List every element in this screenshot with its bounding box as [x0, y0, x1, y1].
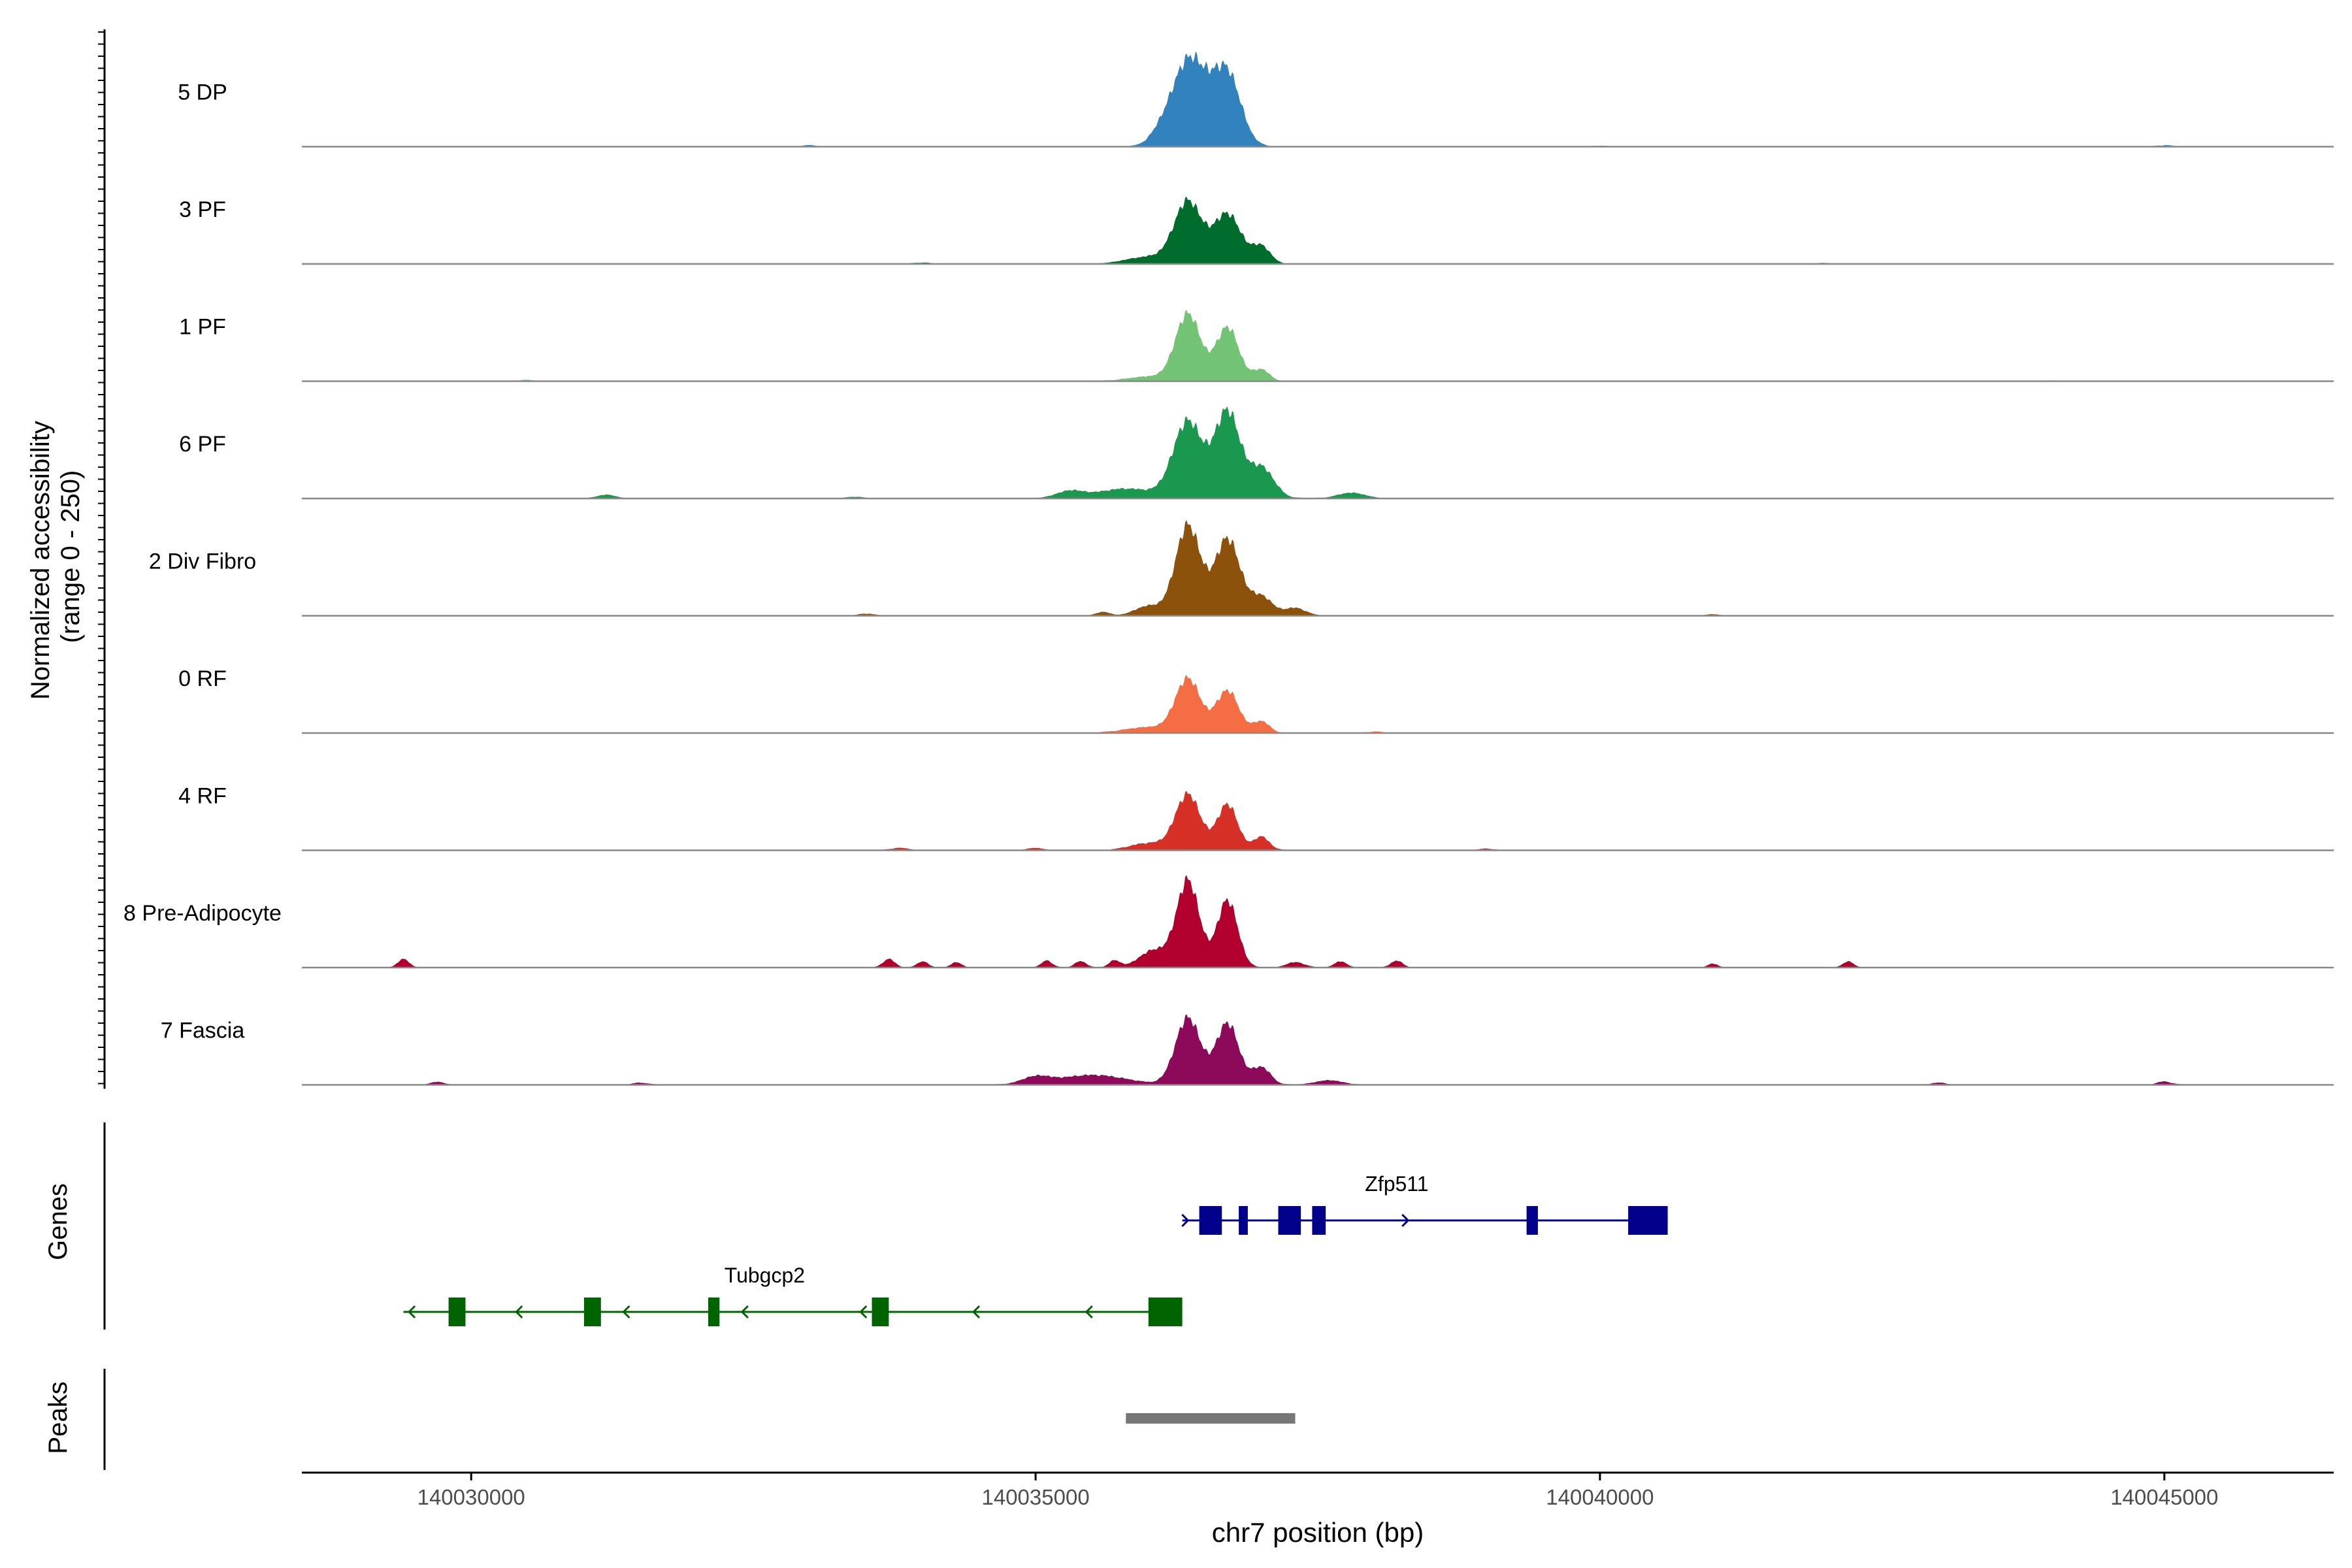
coverage-track-6 — [302, 791, 2334, 851]
track-label-5: 0 RF — [178, 666, 227, 691]
track-label-7: 8 Pre-Adipocyte — [123, 901, 282, 926]
coverage-track-2 — [302, 310, 2334, 382]
coverage-track-0 — [302, 51, 2334, 148]
x-tick-label-3: 140045000 — [2110, 1485, 2218, 1509]
coverage-track-4 — [302, 520, 2334, 617]
gene-exon-1-1 — [583, 1298, 601, 1326]
coverage-area-5 — [302, 675, 2334, 733]
gene-exon-0-3 — [1312, 1206, 1326, 1235]
x-tick-label-1: 140035000 — [982, 1485, 1090, 1509]
gene-exon-1-0 — [448, 1298, 466, 1326]
gene-strand-arrow-0-1 — [1401, 1213, 1410, 1228]
track-label-1: 3 PF — [179, 197, 226, 222]
y-axis-label-line1: Normalized accessibility — [26, 421, 55, 700]
gene-exon-0-0 — [1199, 1206, 1222, 1235]
coverage-area-0 — [302, 51, 2334, 147]
peak-track — [1126, 1413, 1296, 1424]
gene-strand-arrow-1-6 — [1085, 1305, 1093, 1319]
coverage-tracks — [302, 51, 2334, 1086]
gene-exon-0-4 — [1526, 1206, 1538, 1235]
gene-exon-1-2 — [708, 1298, 720, 1326]
coverage-area-4 — [302, 520, 2334, 616]
gene-exon-0-2 — [1278, 1206, 1301, 1235]
track-label-6: 4 RF — [178, 784, 227, 809]
gene-exon-1-3 — [872, 1298, 889, 1326]
gene-1: Tubgcp2 — [403, 1264, 1183, 1326]
y-axis-label-line2: (range 0 - 250) — [56, 470, 85, 644]
track-label-0: 5 DP — [178, 80, 227, 105]
genes-track-label: Genes — [44, 1183, 73, 1260]
gene-0: Zfp511 — [1181, 1172, 1668, 1235]
coverage-track-8 — [302, 1014, 2334, 1086]
x-axis-label: chr7 position (bp) — [1212, 1517, 1424, 1548]
track-labels: 5 DP 3 PF 1 PF 6 PF 2 Div Fibro 0 RF 4 RF 8 Pre… — [123, 80, 282, 1043]
gene-strand-arrow-1-0 — [408, 1305, 416, 1319]
gene-strand-arrow-1-2 — [622, 1305, 630, 1319]
gene-strand-arrow-1-3 — [740, 1305, 749, 1319]
track-label-2: 1 PF — [179, 315, 226, 340]
coverage-area-3 — [302, 406, 2334, 498]
coverage-area-7 — [302, 875, 2334, 968]
peaks-track-label: Peaks — [44, 1381, 73, 1454]
track-label-4: 2 Div Fibro — [149, 549, 256, 574]
gene-name-1: Tubgcp2 — [725, 1264, 805, 1287]
coverage-track-7 — [302, 875, 2334, 969]
x-tick-label-2: 140040000 — [1546, 1485, 1654, 1509]
coverage-track-5 — [302, 675, 2334, 734]
x-tick-label-0: 140030000 — [417, 1485, 525, 1509]
coverage-track-1 — [302, 197, 2334, 265]
gene-exon-0-5 — [1628, 1206, 1668, 1235]
gene-name-0: Zfp511 — [1365, 1172, 1428, 1196]
gene-strand-arrow-1-5 — [972, 1305, 981, 1319]
axes: 140030000 140035000 140040000 140045000 — [98, 29, 2334, 1509]
gene-exon-1-4 — [1148, 1298, 1183, 1326]
gene-track: Zfp511 Tubgcp2 — [403, 1172, 1668, 1326]
coverage-area-1 — [302, 197, 2334, 264]
coverage-area-2 — [302, 310, 2334, 382]
gene-strand-arrow-1-1 — [515, 1305, 523, 1319]
coverage-area-6 — [302, 791, 2334, 851]
coverage-area-8 — [302, 1014, 2334, 1085]
gene-strand-arrow-0-0 — [1181, 1213, 1190, 1228]
peak-region-0 — [1126, 1413, 1296, 1424]
track-label-3: 6 PF — [179, 432, 226, 457]
coverage-track-3 — [302, 406, 2334, 500]
track-label-8: 7 Fascia — [161, 1019, 245, 1043]
gene-strand-arrow-1-4 — [859, 1305, 868, 1319]
y-axis-label: Normalized accessibility (range 0 - 250) — [26, 414, 85, 700]
gene-exon-0-1 — [1239, 1206, 1248, 1235]
